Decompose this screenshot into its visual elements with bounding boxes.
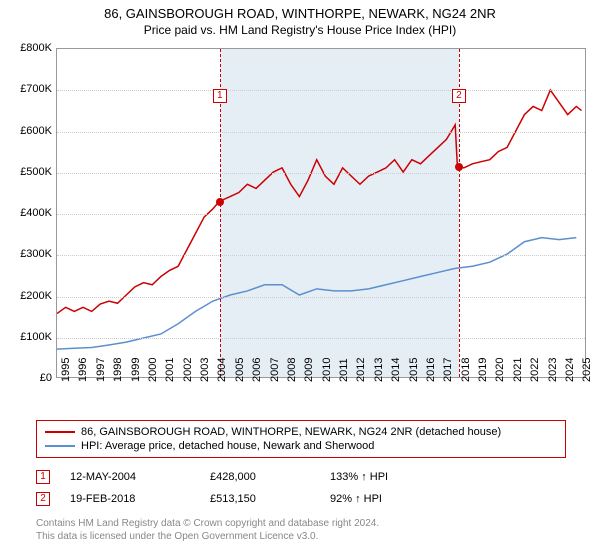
x-tick-label: 2020 [494, 358, 506, 382]
gridline-h [57, 132, 585, 133]
x-tick-label: 2017 [442, 358, 454, 382]
chart-title-address: 86, GAINSBOROUGH ROAD, WINTHORPE, NEWARK… [0, 6, 600, 23]
x-tick-label: 2025 [581, 358, 593, 382]
gridline-h [57, 297, 585, 298]
y-tick-label: £200K [20, 290, 52, 302]
gridline-h [57, 338, 585, 339]
footer-line-2: This data is licensed under the Open Gov… [36, 531, 576, 544]
x-tick-label: 2021 [512, 358, 524, 382]
sale-date: 19-FEB-2018 [70, 493, 190, 505]
x-tick-label: 2003 [199, 358, 211, 382]
sale-dot [216, 198, 224, 206]
marker-label-box: 1 [213, 89, 227, 103]
x-tick-label: 2005 [234, 358, 246, 382]
sale-row: 1 12-MAY-2004 £428,000 133% ↑ HPI [36, 466, 566, 488]
x-tick-label: 2010 [321, 358, 333, 382]
x-tick-label: 2004 [216, 358, 228, 382]
x-tick-label: 2009 [303, 358, 315, 382]
legend-box: 86, GAINSBOROUGH ROAD, WINTHORPE, NEWARK… [36, 420, 566, 458]
sale-marker-box: 2 [36, 492, 50, 506]
x-tick-label: 2002 [182, 358, 194, 382]
legend-label: 86, GAINSBOROUGH ROAD, WINTHORPE, NEWARK… [81, 426, 501, 438]
chart-area: 12 £0£100K£200K£300K£400K£500K£600K£700K… [8, 48, 592, 408]
sale-pct: 133% ↑ HPI [330, 471, 450, 483]
x-tick-label: 1996 [77, 358, 89, 382]
x-tick-label: 2012 [355, 358, 367, 382]
x-tick-label: 2001 [164, 358, 176, 382]
sale-price: £513,150 [210, 493, 310, 505]
gridline-h [57, 173, 585, 174]
x-tick-label: 2000 [147, 358, 159, 382]
marker-label-box: 2 [452, 89, 466, 103]
y-tick-label: £800K [20, 42, 52, 54]
legend-label: HPI: Average price, detached house, Newa… [81, 440, 374, 452]
y-tick-label: £300K [20, 248, 52, 260]
x-tick-label: 2013 [373, 358, 385, 382]
plot-area: 12 [56, 48, 586, 378]
sale-dot [455, 163, 463, 171]
x-tick-label: 2007 [269, 358, 281, 382]
x-tick-label: 1999 [130, 358, 142, 382]
x-tick-label: 1995 [60, 358, 72, 382]
y-tick-label: £500K [20, 166, 52, 178]
title-block: 86, GAINSBOROUGH ROAD, WINTHORPE, NEWARK… [0, 0, 600, 38]
sale-marker-box: 1 [36, 470, 50, 484]
x-tick-label: 2006 [251, 358, 263, 382]
x-tick-label: 1998 [112, 358, 124, 382]
sales-rows: 1 12-MAY-2004 £428,000 133% ↑ HPI 2 19-FEB-20… [36, 466, 566, 510]
gridline-h [57, 255, 585, 256]
chart-subtitle: Price paid vs. HM Land Registry's House … [0, 23, 600, 39]
sale-pct: 92% ↑ HPI [330, 493, 450, 505]
x-tick-label: 1997 [95, 358, 107, 382]
x-tick-label: 2008 [286, 358, 298, 382]
legend-row: 86, GAINSBOROUGH ROAD, WINTHORPE, NEWARK… [45, 425, 557, 439]
gridline-h [57, 90, 585, 91]
x-tick-label: 2024 [564, 358, 576, 382]
gridline-h [57, 214, 585, 215]
x-tick-label: 2022 [529, 358, 541, 382]
legend-swatch [45, 431, 75, 433]
y-tick-label: £400K [20, 207, 52, 219]
chart-container: 86, GAINSBOROUGH ROAD, WINTHORPE, NEWARK… [0, 0, 600, 560]
legend-swatch [45, 445, 75, 447]
footer-notice: Contains HM Land Registry data © Crown c… [36, 518, 576, 543]
series-line [57, 90, 582, 313]
y-tick-label: £700K [20, 83, 52, 95]
y-tick-label: £600K [20, 125, 52, 137]
x-tick-label: 2016 [425, 358, 437, 382]
sale-row: 2 19-FEB-2018 £513,150 92% ↑ HPI [36, 488, 566, 510]
x-tick-label: 2011 [338, 358, 350, 382]
x-tick-label: 2014 [390, 358, 402, 382]
x-tick-label: 2015 [408, 358, 420, 382]
x-tick-label: 2018 [460, 358, 472, 382]
line-chart-svg [57, 49, 585, 377]
y-tick-label: £0 [40, 372, 52, 384]
y-tick-label: £100K [20, 331, 52, 343]
x-tick-label: 2019 [477, 358, 489, 382]
sale-date: 12-MAY-2004 [70, 471, 190, 483]
footer-line-1: Contains HM Land Registry data © Crown c… [36, 518, 576, 531]
sale-price: £428,000 [210, 471, 310, 483]
legend-row: HPI: Average price, detached house, Newa… [45, 439, 557, 453]
x-tick-label: 2023 [547, 358, 559, 382]
